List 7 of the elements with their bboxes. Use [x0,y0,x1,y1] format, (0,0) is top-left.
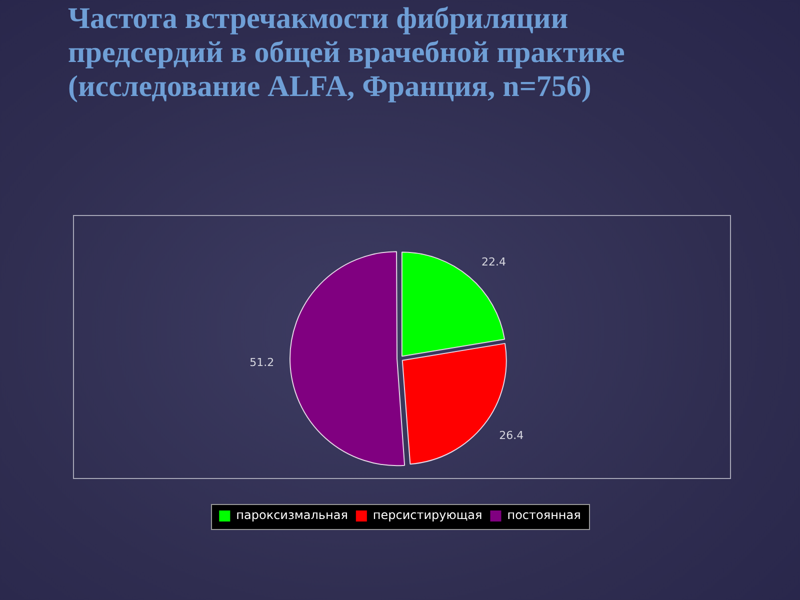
data-label: 51.2 [250,356,274,370]
legend-label: персистирующая [372,508,482,522]
data-label: 26.4 [499,429,524,442]
data-label: 22.4 [482,255,506,268]
legend-label: пароксизмальная [236,508,348,522]
legend-label: постоянная [507,508,581,522]
chart-title: Частота встречакмости фибриляции предсердий в общей врачебной практике (исследование ALFA, Франция, n=756) [68,2,626,104]
